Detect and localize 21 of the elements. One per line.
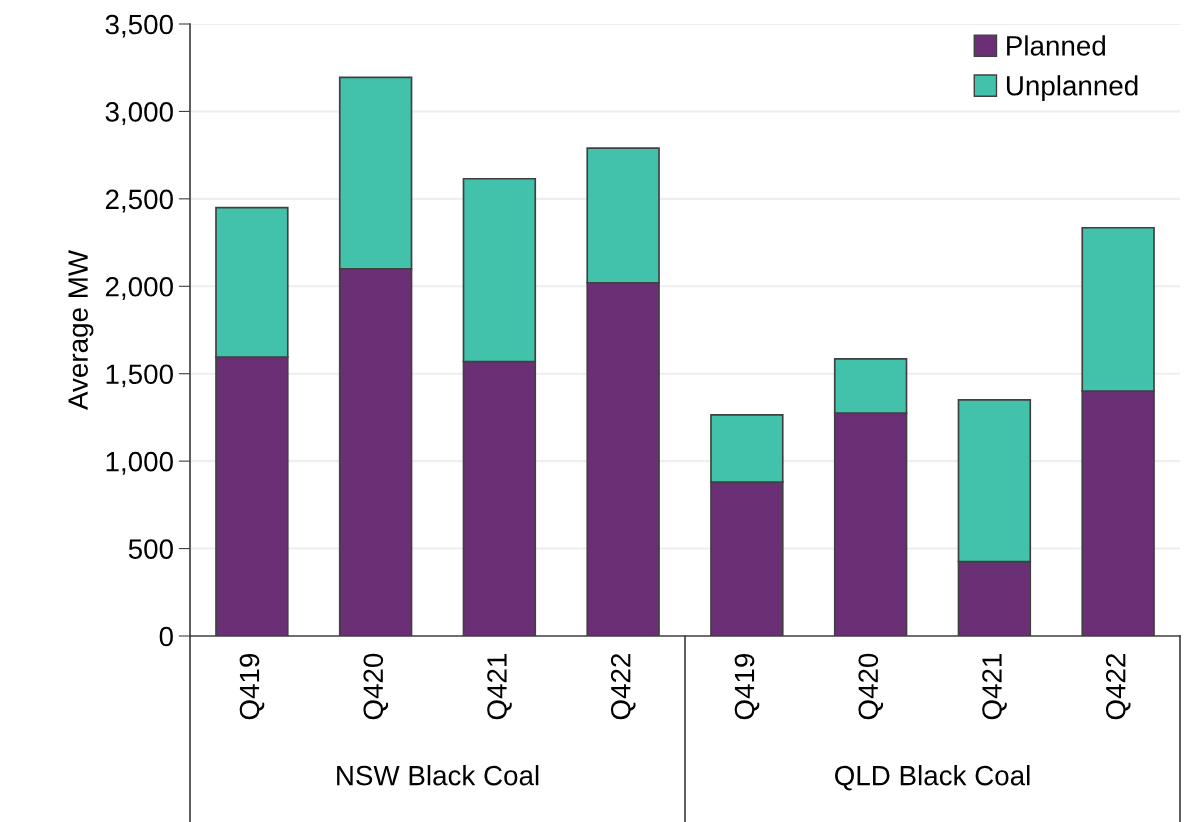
x-tick-label: Q422 bbox=[1105, 654, 1131, 720]
x-tick-label: Q422 bbox=[610, 654, 636, 720]
legend-label: Planned bbox=[1007, 35, 1105, 56]
x-tick-label: Q421 bbox=[982, 654, 1007, 720]
y-tick-label: 1,500 bbox=[106, 364, 173, 388]
text: NSW Black Coal bbox=[337, 765, 539, 786]
text: QLD Black Coal bbox=[835, 765, 1030, 791]
y-tick-label: 2,000 bbox=[105, 276, 173, 300]
y-tick-label: 500 bbox=[128, 539, 173, 559]
x-tick-label: Q420 bbox=[858, 653, 884, 720]
x-tick-label: Q419 bbox=[734, 653, 760, 720]
y-tick-label: 0 bbox=[159, 626, 173, 647]
legend-label: Unplanned bbox=[1006, 75, 1138, 102]
y-tick-label: 2,500 bbox=[105, 189, 173, 213]
y-tick-label: 3,500 bbox=[105, 14, 173, 38]
y-tick-label: 1,000 bbox=[106, 451, 173, 475]
x-tick-label: Q419 bbox=[239, 653, 265, 720]
x-tick-label: Q420 bbox=[363, 653, 389, 720]
x-tick-label: Q421 bbox=[487, 654, 512, 720]
y-axis-title: Average MW bbox=[68, 250, 94, 410]
y-tick-label: 3,000 bbox=[105, 102, 173, 126]
